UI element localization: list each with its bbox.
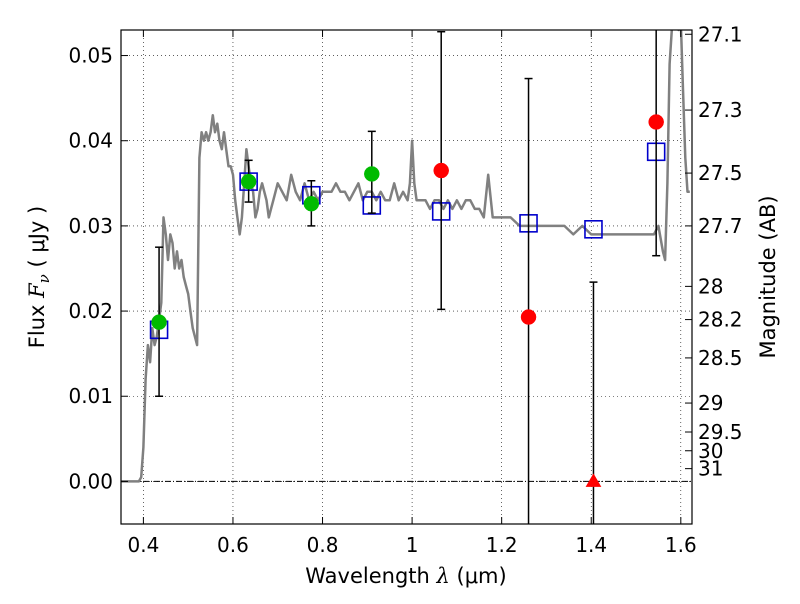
mag-tick-label: 27.1 bbox=[698, 22, 743, 46]
x-tick-label: 1.6 bbox=[665, 533, 697, 557]
mag-tick-label: 28 bbox=[698, 274, 723, 298]
mag-tick-label: 28.2 bbox=[698, 308, 743, 332]
ticks: 0.4 0.6 0.8 1 1.2 1.4 1.6 0.00 0.01 0.02 0.03 0.04 0… bbox=[68, 22, 742, 557]
mag-tick-label: 27.5 bbox=[698, 161, 743, 185]
mag-tick-label: 28.5 bbox=[698, 346, 743, 370]
observed-flux-point bbox=[520, 309, 537, 325]
mag-tick-label: 30 bbox=[698, 439, 723, 463]
observed-flux-point bbox=[648, 114, 664, 130]
x-tick-label: 1.2 bbox=[486, 533, 518, 557]
x-tick-label: 0.4 bbox=[127, 533, 159, 557]
mag-tick-label: 31 bbox=[698, 457, 723, 481]
x-tick-label: 0.6 bbox=[217, 533, 249, 557]
y-tick-label: 0.00 bbox=[68, 469, 113, 493]
x-tick-label: 1 bbox=[406, 533, 419, 557]
y-axis-label: Flux Fν ( μJy ) bbox=[25, 206, 53, 348]
error-bars bbox=[149, 30, 666, 524]
x-tick-label: 0.8 bbox=[307, 533, 339, 557]
y2-axis-label: Magnitude (AB) bbox=[756, 195, 780, 358]
model-photometry-square bbox=[584, 220, 603, 239]
plot-frame bbox=[120, 29, 693, 525]
observed-flux-point bbox=[303, 196, 320, 212]
y-tick-label: 0.02 bbox=[68, 299, 113, 323]
mag-tick-label: 29 bbox=[698, 391, 723, 415]
mag-tick-label: 29.5 bbox=[698, 420, 743, 444]
observed-upper-limit-marker bbox=[585, 473, 602, 487]
observed-flux-point bbox=[240, 173, 257, 190]
observed-flux-point bbox=[433, 162, 449, 179]
mag-tick-label: 27.7 bbox=[698, 214, 743, 238]
x-tick-label: 1.4 bbox=[575, 533, 607, 557]
y-tick-label: 0.05 bbox=[68, 44, 113, 68]
x-axis-label: Wavelength λ (μm) bbox=[305, 564, 506, 588]
y-tick-label: 0.03 bbox=[68, 214, 113, 238]
plot-background bbox=[121, 30, 692, 524]
y-tick-label: 0.01 bbox=[68, 384, 113, 408]
y-tick-label: 0.04 bbox=[68, 129, 113, 153]
mag-tick-label: 27.3 bbox=[698, 98, 743, 122]
observed-flux-point bbox=[151, 314, 167, 330]
observed-flux-point bbox=[364, 166, 380, 182]
